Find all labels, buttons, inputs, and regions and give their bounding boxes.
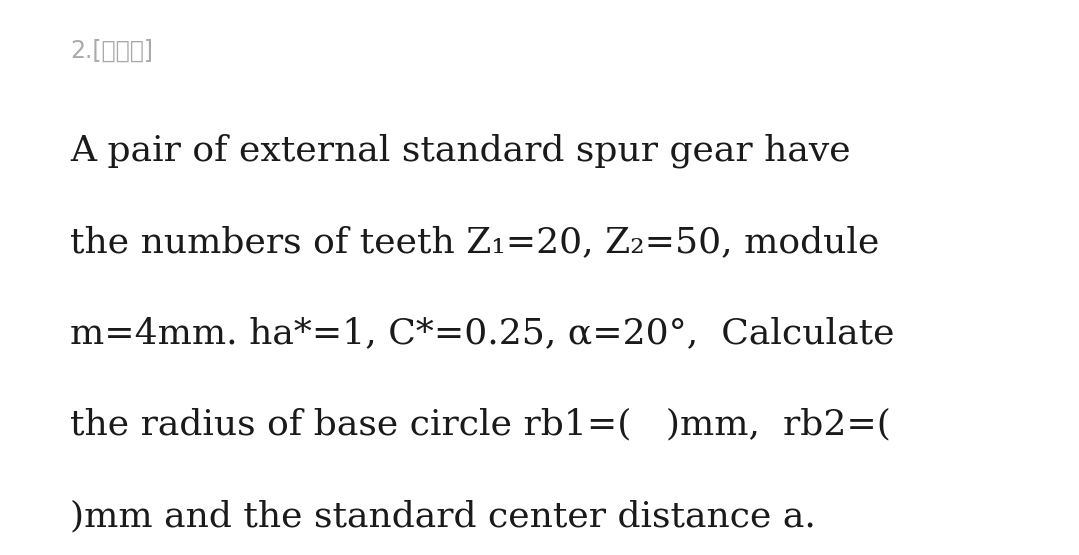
- Text: 2.[填空题]: 2.[填空题]: [70, 39, 153, 63]
- Text: the radius of base circle rb1=(   )mm,  rb2=(: the radius of base circle rb1=( )mm, rb2…: [70, 408, 891, 442]
- Text: )mm and the standard center distance a.: )mm and the standard center distance a.: [70, 500, 816, 533]
- Text: the numbers of teeth Z₁=20, Z₂=50, module: the numbers of teeth Z₁=20, Z₂=50, modul…: [70, 225, 879, 259]
- Text: A pair of external standard spur gear have: A pair of external standard spur gear ha…: [70, 133, 850, 168]
- Text: m=4mm. ha*=1, C*=0.25, α=20°,  Calculate: m=4mm. ha*=1, C*=0.25, α=20°, Calculate: [70, 316, 894, 350]
